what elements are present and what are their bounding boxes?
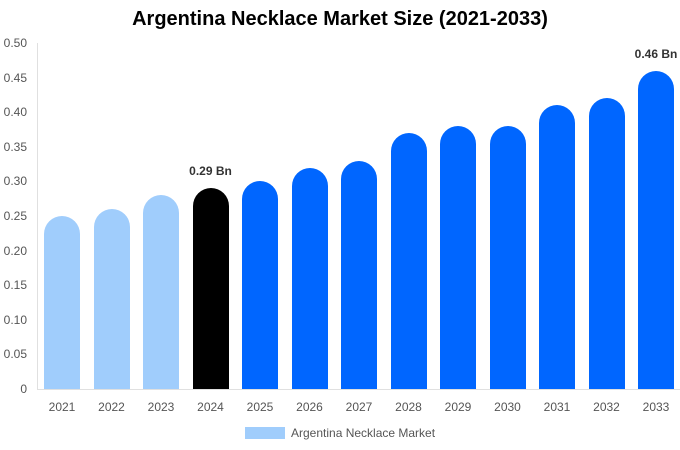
y-tick-label: 0.50	[3, 36, 27, 50]
bar-2031[interactable]	[539, 105, 575, 389]
x-tick-label: 2033	[642, 400, 670, 414]
y-tick-label: 0.40	[3, 105, 27, 120]
bar-2024[interactable]	[192, 188, 229, 389]
bar-2025[interactable]	[242, 181, 278, 389]
x-tick-label: 2023	[147, 400, 175, 414]
bar-2028[interactable]	[390, 132, 427, 389]
legend-label: Argentina Necklace Market	[291, 426, 436, 440]
y-tick-label: 0.35	[3, 139, 27, 154]
legend[interactable]: Argentina Necklace Market	[245, 426, 435, 440]
x-tick-label: 2021	[48, 400, 76, 414]
bar-2023[interactable]	[143, 195, 179, 389]
x-tick-label: 2029	[444, 400, 472, 414]
bar-2033[interactable]	[638, 70, 674, 389]
x-tick-label: 2030	[494, 400, 521, 414]
bar-2032[interactable]	[588, 98, 625, 389]
x-tick-label: 2025	[246, 400, 274, 414]
y-tick-label: 0.15	[3, 278, 27, 293]
y-axis-line	[37, 43, 38, 389]
x-tick-label: 2022	[98, 400, 125, 414]
bar-2029[interactable]	[440, 126, 476, 389]
bar-2030[interactable]	[489, 126, 526, 389]
x-tick-label: 2027	[345, 400, 373, 414]
x-tick-label: 2024	[197, 400, 224, 414]
bar-2022[interactable]	[93, 209, 130, 389]
x-tick-label: 2028	[395, 400, 422, 414]
y-tick-label: 0.30	[3, 174, 27, 189]
chart-title: Argentina Necklace Market Size (2021-203…	[132, 8, 548, 30]
y-tick-label: 0.20	[3, 243, 27, 258]
data-label: 0.46 Bn	[634, 46, 678, 61]
legend-swatch	[245, 427, 285, 439]
y-tick-label: 0.25	[3, 209, 27, 223]
x-axis-line	[37, 389, 680, 390]
x-tick-label: 2031	[543, 400, 571, 414]
bar-2026[interactable]	[291, 167, 328, 389]
bar-2021[interactable]	[44, 216, 80, 389]
y-tick-label: 0.45	[3, 70, 27, 85]
y-tick-label: 0.05	[3, 347, 27, 362]
bar-2027[interactable]	[341, 160, 377, 389]
y-tick-label: 0.10	[3, 312, 27, 327]
x-tick-label: 2026	[296, 400, 323, 414]
y-tick-label: 0	[20, 382, 27, 396]
x-tick-label: 2032	[593, 400, 620, 414]
data-label: 0.29 Bn	[189, 164, 232, 179]
